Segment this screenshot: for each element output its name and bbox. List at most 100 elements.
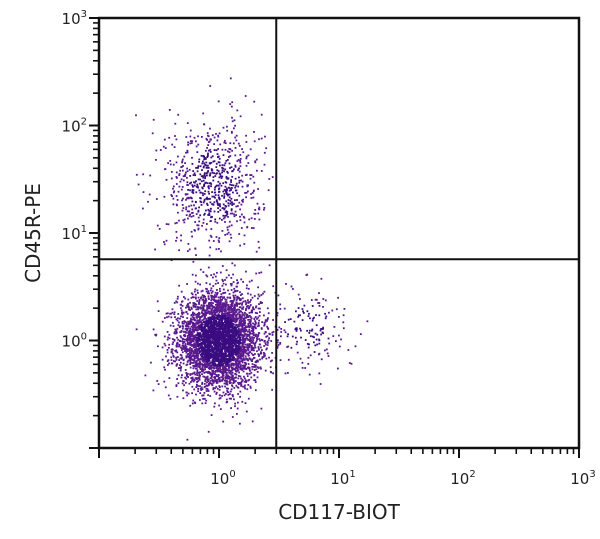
event-dot (201, 315, 203, 318)
event-dot (245, 326, 248, 328)
event-dot (245, 270, 247, 273)
event-dot (225, 338, 228, 341)
event-dot (184, 324, 187, 327)
event-dot (204, 301, 207, 304)
event-dot (175, 329, 177, 332)
event-dot (205, 366, 208, 368)
event-dot (209, 148, 212, 151)
event-dot (218, 326, 221, 329)
event-dot (213, 343, 216, 345)
event-dot (192, 344, 195, 347)
event-dot (224, 331, 226, 334)
event-dot (220, 347, 223, 350)
event-dot (224, 312, 227, 315)
event-dot (245, 337, 248, 340)
event-dot (193, 338, 196, 341)
event-dot (239, 215, 241, 218)
event-dot (231, 352, 234, 354)
event-dot (186, 122, 189, 124)
event-dot (226, 391, 229, 394)
event-dot (252, 366, 255, 368)
event-dot (197, 380, 200, 382)
event-dot (219, 346, 222, 349)
event-dot (238, 170, 241, 173)
event-dot (203, 172, 206, 175)
event-dot (236, 407, 239, 410)
event-dot (183, 155, 186, 158)
event-dot (224, 340, 227, 342)
event-dot (283, 329, 286, 332)
event-dot (152, 389, 155, 392)
event-dot (229, 321, 231, 324)
event-dot (205, 350, 207, 352)
event-dot (219, 299, 222, 301)
event-dot (232, 299, 234, 302)
event-dot (254, 209, 257, 211)
event-dot (206, 336, 209, 338)
event-dot (219, 209, 222, 212)
event-dot (240, 353, 243, 355)
event-dot (254, 381, 257, 383)
event-dot (258, 348, 260, 351)
event-dot (204, 376, 207, 379)
event-dot (185, 356, 188, 359)
event-dot (214, 371, 217, 374)
event-dot (253, 334, 256, 337)
event-dot (188, 355, 191, 358)
event-dot (201, 353, 204, 356)
event-dot (156, 224, 159, 227)
event-dot (206, 338, 209, 341)
event-dot (257, 316, 260, 319)
event-dot (207, 333, 210, 335)
event-dot (216, 139, 219, 142)
event-dot (191, 316, 194, 318)
event-dot (201, 373, 203, 375)
event-dot (232, 203, 235, 205)
event-dot (223, 334, 226, 337)
event-dot (180, 234, 182, 237)
event-dot (254, 316, 257, 318)
event-dot (224, 376, 227, 379)
event-dot (218, 338, 221, 340)
event-dot (222, 315, 225, 318)
event-dot (213, 373, 216, 375)
event-dot (249, 316, 252, 318)
event-dot (216, 221, 219, 224)
event-dot (221, 298, 223, 301)
event-dot (245, 309, 247, 311)
event-dot (241, 324, 244, 327)
event-dot (168, 343, 171, 346)
event-dot (199, 318, 201, 321)
event-dot (304, 367, 307, 369)
event-dot (177, 345, 179, 348)
event-dot (243, 329, 246, 331)
event-dot (232, 379, 234, 381)
event-dot (167, 364, 169, 366)
event-dot (263, 207, 266, 209)
event-dot (262, 203, 265, 206)
event-dot (258, 206, 261, 209)
event-dot (215, 391, 218, 394)
event-dot (211, 155, 214, 158)
event-dot (271, 334, 274, 336)
event-dot (211, 336, 213, 338)
event-dot (221, 385, 224, 388)
event-dot (185, 355, 188, 358)
event-dot (225, 364, 228, 367)
event-dot (203, 386, 206, 388)
event-dot (196, 369, 199, 372)
event-dot (158, 228, 161, 230)
event-dot (199, 317, 201, 319)
event-dot (195, 365, 198, 367)
event-dot (199, 328, 202, 331)
event-dot (268, 337, 270, 340)
event-dot (215, 314, 218, 317)
event-dot (206, 202, 208, 205)
event-dot (229, 329, 232, 331)
event-dot (228, 162, 231, 165)
event-dot (194, 174, 197, 177)
event-dot (227, 351, 229, 353)
event-dot (217, 357, 220, 360)
event-dot (254, 323, 257, 326)
event-dot (242, 300, 245, 303)
